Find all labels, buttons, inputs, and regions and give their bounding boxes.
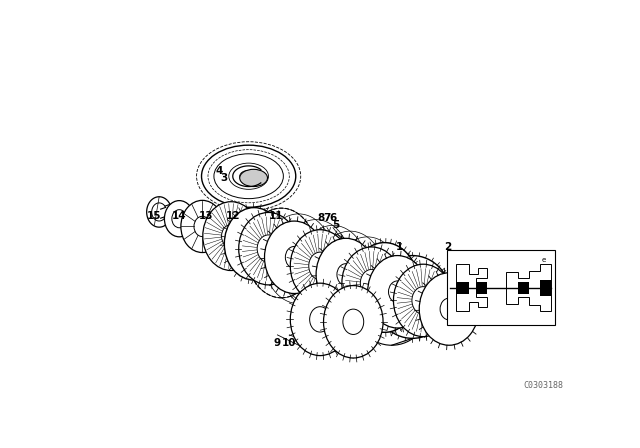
Ellipse shape xyxy=(360,269,383,297)
Bar xyxy=(518,281,529,294)
Text: 12: 12 xyxy=(225,211,240,221)
Ellipse shape xyxy=(310,307,330,332)
Text: C0303188: C0303188 xyxy=(524,381,564,390)
Ellipse shape xyxy=(440,295,470,328)
Ellipse shape xyxy=(412,287,435,314)
Text: 1: 1 xyxy=(396,242,404,252)
Ellipse shape xyxy=(440,298,458,320)
Ellipse shape xyxy=(394,264,453,336)
Ellipse shape xyxy=(316,238,376,311)
Text: 13: 13 xyxy=(199,211,214,221)
Ellipse shape xyxy=(405,289,420,306)
Ellipse shape xyxy=(350,243,419,332)
Ellipse shape xyxy=(239,212,298,285)
Ellipse shape xyxy=(343,309,364,335)
Ellipse shape xyxy=(324,285,383,358)
Ellipse shape xyxy=(337,264,355,285)
Ellipse shape xyxy=(257,235,280,263)
Text: e: e xyxy=(541,258,545,263)
Ellipse shape xyxy=(330,273,362,307)
Ellipse shape xyxy=(349,261,389,304)
Ellipse shape xyxy=(285,246,303,268)
Ellipse shape xyxy=(388,281,406,303)
Ellipse shape xyxy=(194,216,211,237)
Ellipse shape xyxy=(374,255,451,338)
Ellipse shape xyxy=(340,272,367,303)
Ellipse shape xyxy=(202,145,296,207)
Text: 9: 9 xyxy=(274,338,281,349)
Ellipse shape xyxy=(164,201,194,237)
Ellipse shape xyxy=(203,202,259,271)
Text: 8: 8 xyxy=(317,214,324,224)
Ellipse shape xyxy=(349,271,374,299)
Ellipse shape xyxy=(240,170,257,182)
Ellipse shape xyxy=(264,221,324,293)
Text: 2: 2 xyxy=(444,242,452,252)
Text: 14: 14 xyxy=(172,211,186,221)
Ellipse shape xyxy=(344,266,379,304)
Ellipse shape xyxy=(335,278,357,302)
Text: 7: 7 xyxy=(323,214,331,224)
Ellipse shape xyxy=(240,169,268,186)
Ellipse shape xyxy=(308,252,332,280)
Text: 15: 15 xyxy=(147,211,162,221)
Text: 5: 5 xyxy=(332,220,339,230)
Ellipse shape xyxy=(345,278,363,297)
Ellipse shape xyxy=(367,255,428,328)
Text: 11: 11 xyxy=(269,211,283,221)
Ellipse shape xyxy=(225,207,284,280)
Ellipse shape xyxy=(385,267,440,326)
Ellipse shape xyxy=(221,224,241,248)
Text: 10: 10 xyxy=(282,338,296,349)
Text: 3: 3 xyxy=(220,173,227,183)
Ellipse shape xyxy=(342,247,401,319)
Ellipse shape xyxy=(397,280,428,314)
Text: 6: 6 xyxy=(330,214,337,224)
Ellipse shape xyxy=(181,200,224,253)
Bar xyxy=(540,280,551,296)
Ellipse shape xyxy=(419,273,479,345)
Ellipse shape xyxy=(342,253,396,312)
Ellipse shape xyxy=(447,301,465,322)
Ellipse shape xyxy=(244,231,264,257)
Text: 4: 4 xyxy=(215,166,223,176)
Ellipse shape xyxy=(172,210,187,228)
Ellipse shape xyxy=(291,230,350,302)
Ellipse shape xyxy=(291,283,350,356)
Ellipse shape xyxy=(214,154,284,198)
Ellipse shape xyxy=(229,163,269,190)
Bar xyxy=(456,281,469,294)
Bar xyxy=(476,281,488,294)
